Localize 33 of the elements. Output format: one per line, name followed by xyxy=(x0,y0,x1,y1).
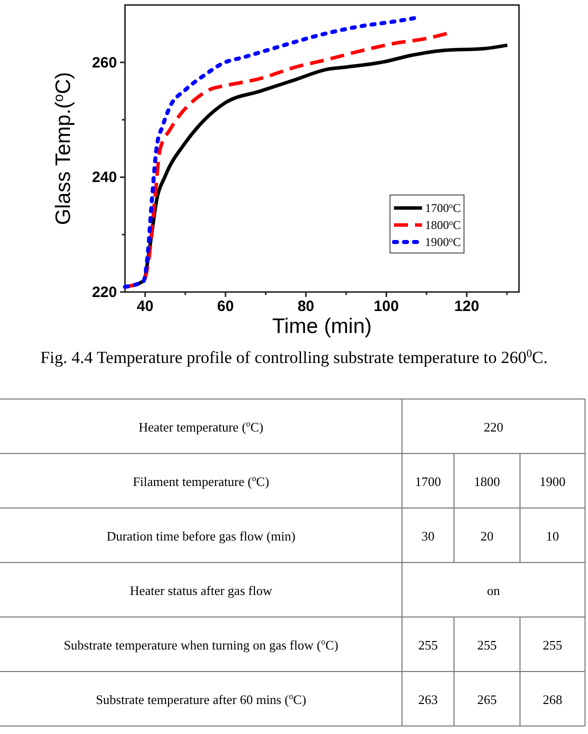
category-label: Heater temperature ($^{o}$C) xyxy=(138,418,264,434)
text: 220 xyxy=(484,419,504,434)
text: 255 xyxy=(542,637,562,652)
text: 1900 xyxy=(540,474,566,489)
text: 10 xyxy=(546,528,559,544)
y-tick-label: 220 xyxy=(92,284,117,301)
text: on xyxy=(487,582,500,598)
x-tick-label: 60 xyxy=(217,298,234,315)
x-axis-title: Time (min) xyxy=(272,315,372,338)
text: 1700 xyxy=(415,474,441,489)
text: 30 xyxy=(422,528,434,544)
text: 263 xyxy=(418,692,438,707)
text: 20 xyxy=(480,528,494,544)
legend-label: 1800$^{o}$C xyxy=(425,218,461,232)
text: 268 xyxy=(542,692,562,707)
caption: Fig. 4.4 Temperature profile of controlling substrate temperature to 260$^{0}$C. xyxy=(40,348,548,367)
category-label: Filament temperature ($^{o}$C) xyxy=(132,472,270,489)
x-tick-label: 100 xyxy=(374,298,399,315)
category-label: Duration time before gas flow (min) xyxy=(106,528,296,544)
text: 255 xyxy=(418,637,438,652)
legend-label: 1700$^{o}$C xyxy=(425,200,461,215)
category-label: Substrate temperature when turning on gas flow ($^{o}$C) xyxy=(64,636,338,652)
x-tick-label: 40 xyxy=(136,298,154,315)
legend-label: 1900$^{o}$C xyxy=(425,234,461,249)
y-tick-label: 260 xyxy=(92,54,117,72)
text: 265 xyxy=(477,692,497,707)
y-tick-label: 240 xyxy=(92,169,117,186)
x-tick-label: 80 xyxy=(298,298,314,315)
x-tick-label: 120 xyxy=(454,298,480,315)
category-label: Substrate temperature after 60 mins ($^{o}$C) xyxy=(96,690,306,707)
category-label: Heater status after gas flow xyxy=(130,582,273,598)
text: 255 xyxy=(477,637,497,652)
text: 1800 xyxy=(474,474,500,489)
